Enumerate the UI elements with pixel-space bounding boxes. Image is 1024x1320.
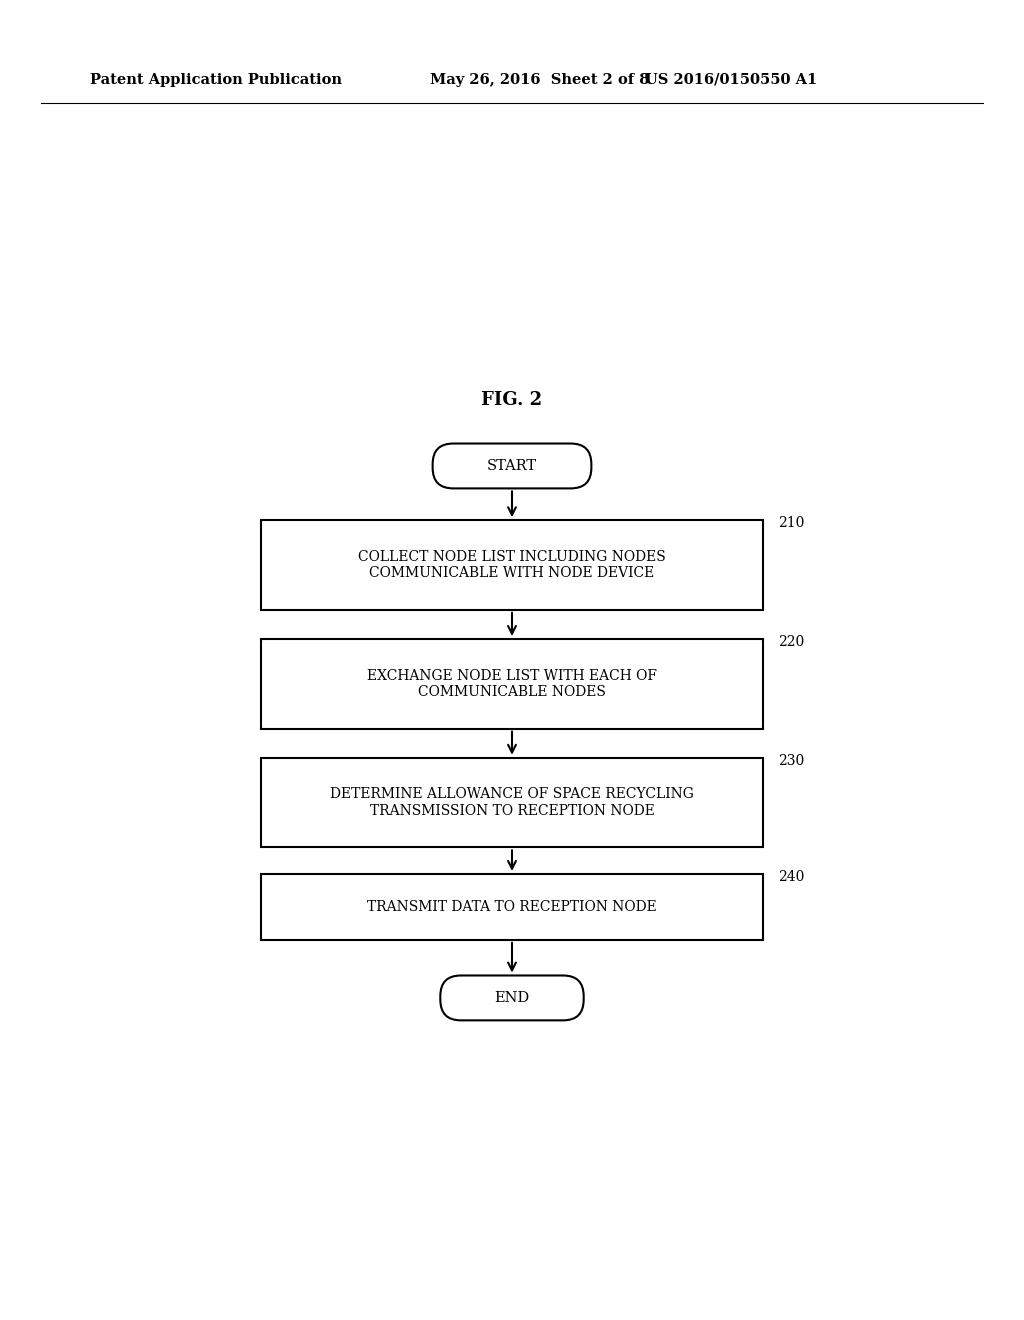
Bar [261,758,763,847]
Bar [261,520,763,610]
Text: May 26, 2016  Sheet 2 of 8: May 26, 2016 Sheet 2 of 8 [430,73,649,87]
Text: FIG. 2: FIG. 2 [481,391,543,409]
Text: TRANSMIT DATA TO RECEPTION NODE: TRANSMIT DATA TO RECEPTION NODE [368,900,656,913]
Text: Patent Application Publication: Patent Application Publication [90,73,342,87]
FancyBboxPatch shape [440,975,584,1020]
Text: 210: 210 [778,516,804,531]
FancyBboxPatch shape [432,444,592,488]
Text: 240: 240 [778,870,804,884]
Text: COLLECT NODE LIST INCLUDING NODES
COMMUNICABLE WITH NODE DEVICE: COLLECT NODE LIST INCLUDING NODES COMMUN… [358,550,666,579]
Bar [261,874,763,940]
Text: EXCHANGE NODE LIST WITH EACH OF
COMMUNICABLE NODES: EXCHANGE NODE LIST WITH EACH OF COMMUNIC… [367,669,657,698]
Text: 220: 220 [778,635,804,649]
Bar [261,639,763,729]
Text: START: START [487,459,537,473]
Text: END: END [495,991,529,1005]
Text: US 2016/0150550 A1: US 2016/0150550 A1 [645,73,817,87]
Text: DETERMINE ALLOWANCE OF SPACE RECYCLING
TRANSMISSION TO RECEPTION NODE: DETERMINE ALLOWANCE OF SPACE RECYCLING T… [330,788,694,817]
Text: 230: 230 [778,754,804,768]
